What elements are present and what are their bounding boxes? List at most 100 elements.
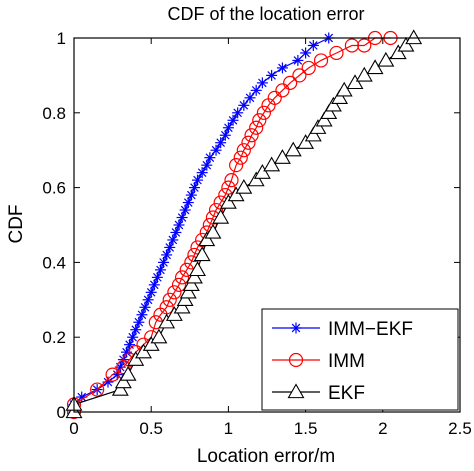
data-point: [324, 96, 342, 112]
x-tick-label: 2: [378, 419, 387, 438]
data-point: [250, 84, 262, 96]
data-point: [235, 178, 253, 194]
data-point: [174, 270, 190, 285]
series-0: [68, 32, 335, 418]
data-point: [252, 113, 267, 128]
data-point: [198, 231, 216, 247]
data-point: [366, 59, 384, 75]
data-point: [196, 167, 208, 179]
data-point: [241, 135, 256, 150]
data-point: [232, 107, 244, 119]
data-point: [219, 193, 237, 209]
data-point: [222, 122, 234, 134]
data-point: [301, 60, 316, 76]
data-point: [329, 45, 344, 61]
data-point: [90, 382, 105, 397]
legend-label: IMM: [328, 351, 365, 372]
y-tick-label: 1: [57, 29, 66, 48]
data-point: [204, 152, 216, 164]
x-tick-label: 2.5: [448, 419, 472, 438]
legend-entry-1: IMM: [272, 351, 365, 372]
data-point: [397, 36, 415, 52]
data-point: [256, 77, 268, 89]
data-point: [292, 54, 304, 66]
data-point: [292, 68, 307, 83]
data-point: [227, 186, 245, 202]
data-point: [284, 141, 302, 157]
data-point: [173, 298, 191, 314]
legend-marker: [287, 383, 305, 399]
data-point: [192, 174, 204, 186]
data-point: [355, 66, 373, 82]
data-point: [162, 292, 177, 307]
y-tick-label: 0.8: [42, 104, 66, 123]
data-point: [244, 92, 256, 104]
legend-entry-2: EKF: [272, 383, 365, 404]
data-point: [320, 104, 338, 119]
legend-label: EKF: [328, 383, 365, 404]
data-point: [193, 246, 211, 262]
data-point: [236, 143, 251, 158]
data-point: [335, 81, 353, 97]
data-point: [210, 144, 222, 156]
data-point: [171, 277, 187, 292]
y-tick-label: 0.6: [42, 179, 66, 198]
data-point: [208, 202, 224, 218]
data-point: [224, 173, 239, 188]
legend-entry-0: IMM−EKF: [272, 319, 413, 340]
data-point: [238, 99, 250, 111]
x-tick-label: 1.5: [294, 419, 318, 438]
data-point: [253, 164, 271, 179]
data-point: [256, 105, 272, 120]
data-point: [249, 120, 264, 135]
data-point: [142, 336, 160, 351]
plot-frame: [73, 37, 461, 413]
data-point: [377, 51, 395, 67]
data-point: [167, 285, 182, 300]
data-point: [158, 313, 176, 329]
data-point: [315, 111, 333, 127]
series-layer: [65, 29, 423, 420]
data-point: [266, 69, 278, 81]
data-point: [182, 276, 200, 292]
data-point: [307, 39, 319, 51]
x-tick-label: 0.5: [139, 419, 163, 438]
data-point: [179, 283, 197, 299]
data-point: [165, 306, 183, 321]
y-axis-label: CDF: [6, 204, 27, 243]
y-tick-label: 0.2: [42, 328, 66, 347]
data-point: [389, 44, 407, 60]
data-point: [105, 367, 120, 382]
data-point: [212, 208, 230, 224]
axes-layer: 0 0.5 1 1.5 2 2.5 0 0.2 0.4 0.6 0.8 1: [42, 29, 471, 438]
data-point: [300, 47, 312, 59]
data-point: [114, 373, 132, 389]
x-tick-label: 1: [224, 419, 233, 438]
data-point: [263, 156, 281, 172]
data-point: [215, 137, 227, 149]
data-point: [150, 328, 168, 344]
data-point: [135, 343, 152, 359]
legend-label: IMM−EKF: [328, 319, 413, 340]
data-point: [273, 149, 291, 164]
data-point: [297, 134, 315, 149]
series-2: [65, 29, 423, 419]
legend: IMM−EKF IMM EKF: [261, 308, 459, 411]
data-point: [185, 268, 203, 284]
x-tick-label: 0: [69, 419, 78, 438]
data-point: [189, 261, 206, 277]
data-point: [267, 90, 282, 105]
data-point: [127, 351, 145, 366]
legend-marker: [288, 352, 304, 368]
data-point: [119, 365, 137, 381]
chart-title: CDF of the location error: [167, 4, 364, 24]
data-point: [304, 126, 322, 142]
data-point: [227, 114, 239, 126]
data-point: [275, 83, 290, 98]
data-point: [309, 119, 327, 134]
data-point: [176, 291, 194, 306]
data-point: [244, 128, 259, 143]
data-point: [344, 38, 360, 53]
y-tick-label: 0: [57, 403, 66, 422]
